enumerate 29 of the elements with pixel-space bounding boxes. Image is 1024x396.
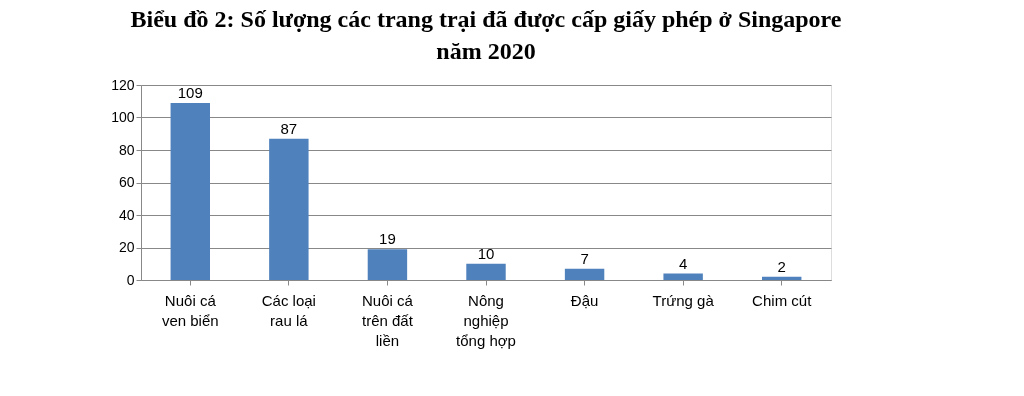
- data-label: 10: [477, 244, 495, 262]
- data-label: 87: [280, 119, 298, 137]
- bar: [170, 102, 210, 280]
- bar: [269, 138, 309, 280]
- bar: [466, 263, 506, 280]
- bar: [762, 276, 802, 280]
- x-tick-label: Nông nghiệp tổng hợp: [456, 291, 516, 349]
- y-tick-label: 0: [126, 271, 135, 288]
- y-tick-label: 60: [118, 174, 135, 190]
- x-tick-label: Các loại rau lá: [261, 291, 316, 329]
- y-tick-label: 100: [111, 109, 135, 125]
- x-tick-label: Chim cút: [752, 291, 813, 309]
- y-tick-label: 80: [118, 141, 135, 158]
- x-tick-label: Nuôi cá trên đất liền: [361, 291, 414, 349]
- data-label: 109: [177, 83, 203, 101]
- data-label: 7: [580, 249, 589, 267]
- bar: [564, 268, 605, 280]
- x-tick-label: Nuôi cá ven biển: [161, 291, 219, 329]
- chart-title: Biểu đồ 2: Số lượng các trang trại đã được cấp giấy phép ở Singapore năm 2020: [130, 6, 842, 64]
- bar: [663, 273, 703, 280]
- x-tick-label: Đậu: [570, 291, 599, 309]
- y-tick-label: 40: [118, 206, 135, 223]
- y-tick-label: 20: [118, 239, 135, 255]
- y-tick-label: 120: [111, 76, 135, 93]
- data-label: 4: [678, 254, 688, 272]
- data-label: 2: [777, 257, 786, 275]
- bar: [367, 249, 408, 280]
- x-tick-label: Trứng gà: [652, 291, 715, 309]
- data-label: 19: [379, 230, 396, 248]
